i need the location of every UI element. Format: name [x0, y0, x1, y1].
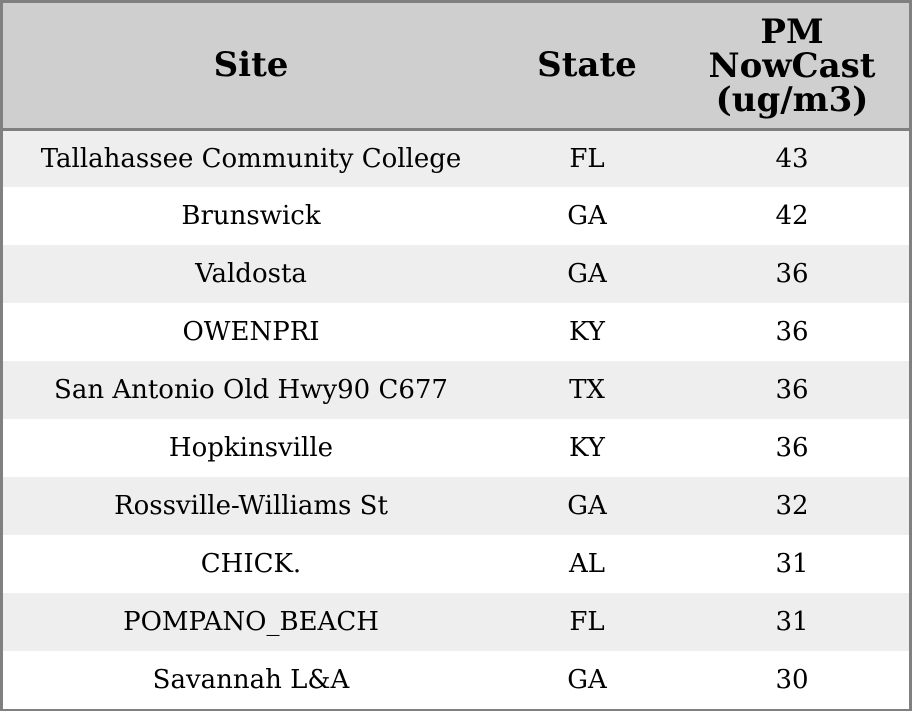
pm-nowcast-cell: 42	[775, 201, 809, 231]
state-cell: GA	[567, 665, 607, 695]
state-cell: AL	[568, 549, 606, 579]
state-cell: FL	[569, 143, 605, 174]
table-row: Hopkinsville KY 36	[3, 419, 909, 477]
table-row: Savannah L&A GA 30	[3, 651, 909, 709]
site-cell: OWENPRI	[182, 317, 320, 347]
site-cell: CHICK.	[200, 549, 302, 579]
state-cell: GA	[567, 259, 607, 289]
header-row: Site State PM NowCast (ug/m3)	[3, 3, 909, 131]
pm-nowcast-cell: 36	[775, 375, 809, 405]
pm-nowcast-cell: 36	[775, 433, 809, 463]
pm-nowcast-cell: 32	[775, 491, 809, 521]
site-cell: Valdosta	[195, 259, 307, 289]
table-row: OWENPRI KY 36	[3, 303, 909, 361]
site-cell: Brunswick	[181, 201, 321, 231]
site-cell: Rossville-Williams St	[114, 491, 388, 521]
table-row: Brunswick GA 42	[3, 187, 909, 245]
column-header-state: State	[499, 3, 675, 131]
table-row: San Antonio Old Hwy90 C677 TX 36	[3, 361, 909, 419]
state-cell: KY	[569, 317, 605, 347]
table-row: Tallahassee Community College FL 43	[3, 129, 909, 187]
pm-nowcast-table: Site State PM NowCast (ug/m3) Tallahasse…	[3, 3, 909, 709]
table-row: CHICK. AL 31	[3, 535, 909, 593]
site-cell: Savannah L&A	[152, 665, 350, 695]
site-cell: POMPANO_BEACH	[123, 607, 379, 637]
site-cell: San Antonio Old Hwy90 C677	[54, 375, 448, 405]
table-row: Rossville-Williams St GA 32	[3, 477, 909, 535]
state-cell: KY	[569, 433, 605, 463]
pm-nowcast-cell: 31	[775, 607, 809, 637]
column-header-pm-nowcast-line-3: (ug/m3)	[715, 80, 869, 121]
column-header-site: Site	[3, 3, 499, 131]
pm-nowcast-cell: 30	[775, 665, 809, 695]
site-cell: Hopkinsville	[168, 433, 334, 463]
pm-nowcast-cell: 36	[775, 259, 809, 289]
table-header: Site State PM NowCast (ug/m3)	[3, 3, 909, 131]
column-header-pm-nowcast-line-2: NowCast	[708, 46, 876, 87]
state-cell: GA	[567, 491, 607, 521]
column-header-pm-nowcast: PM NowCast (ug/m3)	[675, 3, 909, 131]
table-row: Valdosta GA 36	[3, 245, 909, 303]
state-cell: GA	[567, 201, 607, 231]
pm-nowcast-cell: 31	[775, 549, 809, 579]
column-header-pm-nowcast-line-1: PM	[760, 12, 824, 53]
table-row: POMPANO_BEACH FL 31	[3, 593, 909, 651]
pm-nowcast-cell: 43	[775, 143, 809, 174]
site-cell: Tallahassee Community College	[40, 143, 462, 174]
state-cell: TX	[569, 375, 605, 405]
pm-nowcast-cell: 36	[775, 317, 809, 347]
table-body: Tallahassee Community College FL 43 Brunswi…	[3, 129, 909, 709]
state-cell: FL	[569, 607, 605, 637]
